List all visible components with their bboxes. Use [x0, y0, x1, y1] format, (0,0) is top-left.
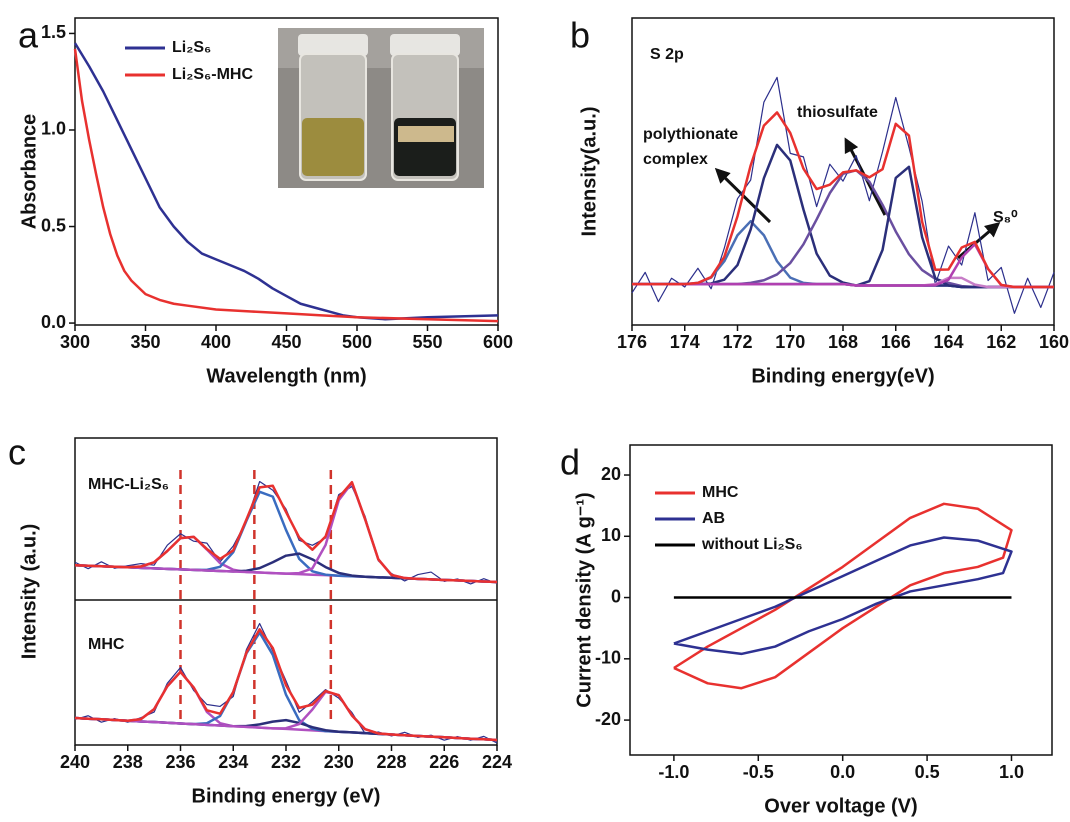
x-tick-label: 172: [722, 332, 752, 352]
series-line: [632, 165, 1054, 289]
panel-letter: a: [18, 15, 39, 56]
y-tick-label: 0: [611, 586, 621, 606]
series-line: [74, 628, 498, 742]
x-tick-label: 234: [218, 752, 248, 772]
x-tick-label: 162: [986, 332, 1016, 352]
x-tick-label: 160: [1039, 332, 1069, 352]
series-line: [74, 690, 498, 742]
y-tick-label: -10: [595, 648, 621, 668]
x-tick-label: 400: [201, 332, 231, 352]
panel-letter: c: [8, 432, 26, 473]
y-tick-label: 1.0: [41, 119, 66, 139]
series-line: [74, 535, 498, 584]
x-tick-label: 226: [429, 752, 459, 772]
x-tick-label: 0.5: [915, 762, 940, 782]
x-tick-label: 300: [60, 332, 90, 352]
annotation: MHC: [88, 636, 125, 653]
y-axis-title: Intensity(a.u.): [578, 106, 600, 236]
x-tick-label: 170: [775, 332, 805, 352]
series-line: [74, 480, 498, 584]
annotation: polythionate: [643, 126, 738, 143]
x-tick-label: 166: [881, 332, 911, 352]
y-tick-label: 20: [601, 464, 621, 484]
y-tick-label: 0.5: [41, 215, 66, 235]
y-tick-label: 1.5: [41, 22, 66, 42]
legend-label: Li₂S₆: [172, 39, 211, 56]
series-line: [632, 243, 1054, 289]
annotation: MHC-Li₂S₆: [88, 476, 169, 493]
x-tick-label: 0.0: [830, 762, 855, 782]
series-line: [673, 536, 1013, 656]
x-tick-label: 500: [342, 332, 372, 352]
x-tick-label: 228: [376, 752, 406, 772]
x-tick-label: 168: [828, 332, 858, 352]
x-tick-label: 176: [617, 332, 647, 352]
panel-letter: b: [570, 15, 590, 56]
legend-label: MHC: [702, 484, 739, 501]
y-tick-label: 10: [601, 525, 621, 545]
x-tick-label: 350: [130, 332, 160, 352]
x-tick-label: 450: [271, 332, 301, 352]
x-tick-label: -1.0: [658, 762, 689, 782]
x-tick-label: 164: [933, 332, 963, 352]
x-tick-label: 1.0: [999, 762, 1024, 782]
x-tick-label: 236: [165, 752, 195, 772]
plot-frame: [629, 444, 1053, 756]
x-tick-label: -0.5: [743, 762, 774, 782]
annotation: S₈⁰: [993, 209, 1018, 226]
legend-label: Li₂S₆-MHC: [172, 66, 253, 83]
legend-label: AB: [702, 510, 725, 527]
x-axis-title: Wavelength (nm): [206, 365, 366, 387]
x-axis-title: Over voltage (V): [764, 795, 917, 817]
series-line: [673, 502, 1013, 690]
legend-label: without Li₂S₆: [701, 536, 803, 553]
series-line: [73, 48, 499, 323]
y-axis-title: Absorbance: [18, 114, 40, 230]
annotation: thiosulfate: [797, 104, 878, 121]
y-tick-label: 0.0: [41, 312, 66, 332]
y-axis-title: Intensity (a.u.): [18, 524, 40, 660]
inset-photo: [278, 28, 484, 188]
y-tick-label: -20: [595, 709, 621, 729]
panel-letter: d: [560, 442, 580, 483]
x-tick-label: 238: [113, 752, 143, 772]
x-axis-title: Binding energy (eV): [192, 785, 381, 807]
y-axis-title: Current density (A g⁻¹): [573, 492, 595, 707]
annotation: S 2p: [650, 46, 684, 63]
annotation: complex: [643, 151, 708, 168]
x-tick-label: 230: [324, 752, 354, 772]
x-axis-title: Binding energy(eV): [751, 365, 934, 387]
x-tick-label: 240: [60, 752, 90, 772]
x-tick-label: 600: [483, 332, 513, 352]
series-line: [632, 111, 1054, 289]
x-tick-label: 550: [412, 332, 442, 352]
x-tick-label: 174: [670, 332, 700, 352]
x-tick-label: 232: [271, 752, 301, 772]
x-tick-label: 224: [482, 752, 512, 772]
